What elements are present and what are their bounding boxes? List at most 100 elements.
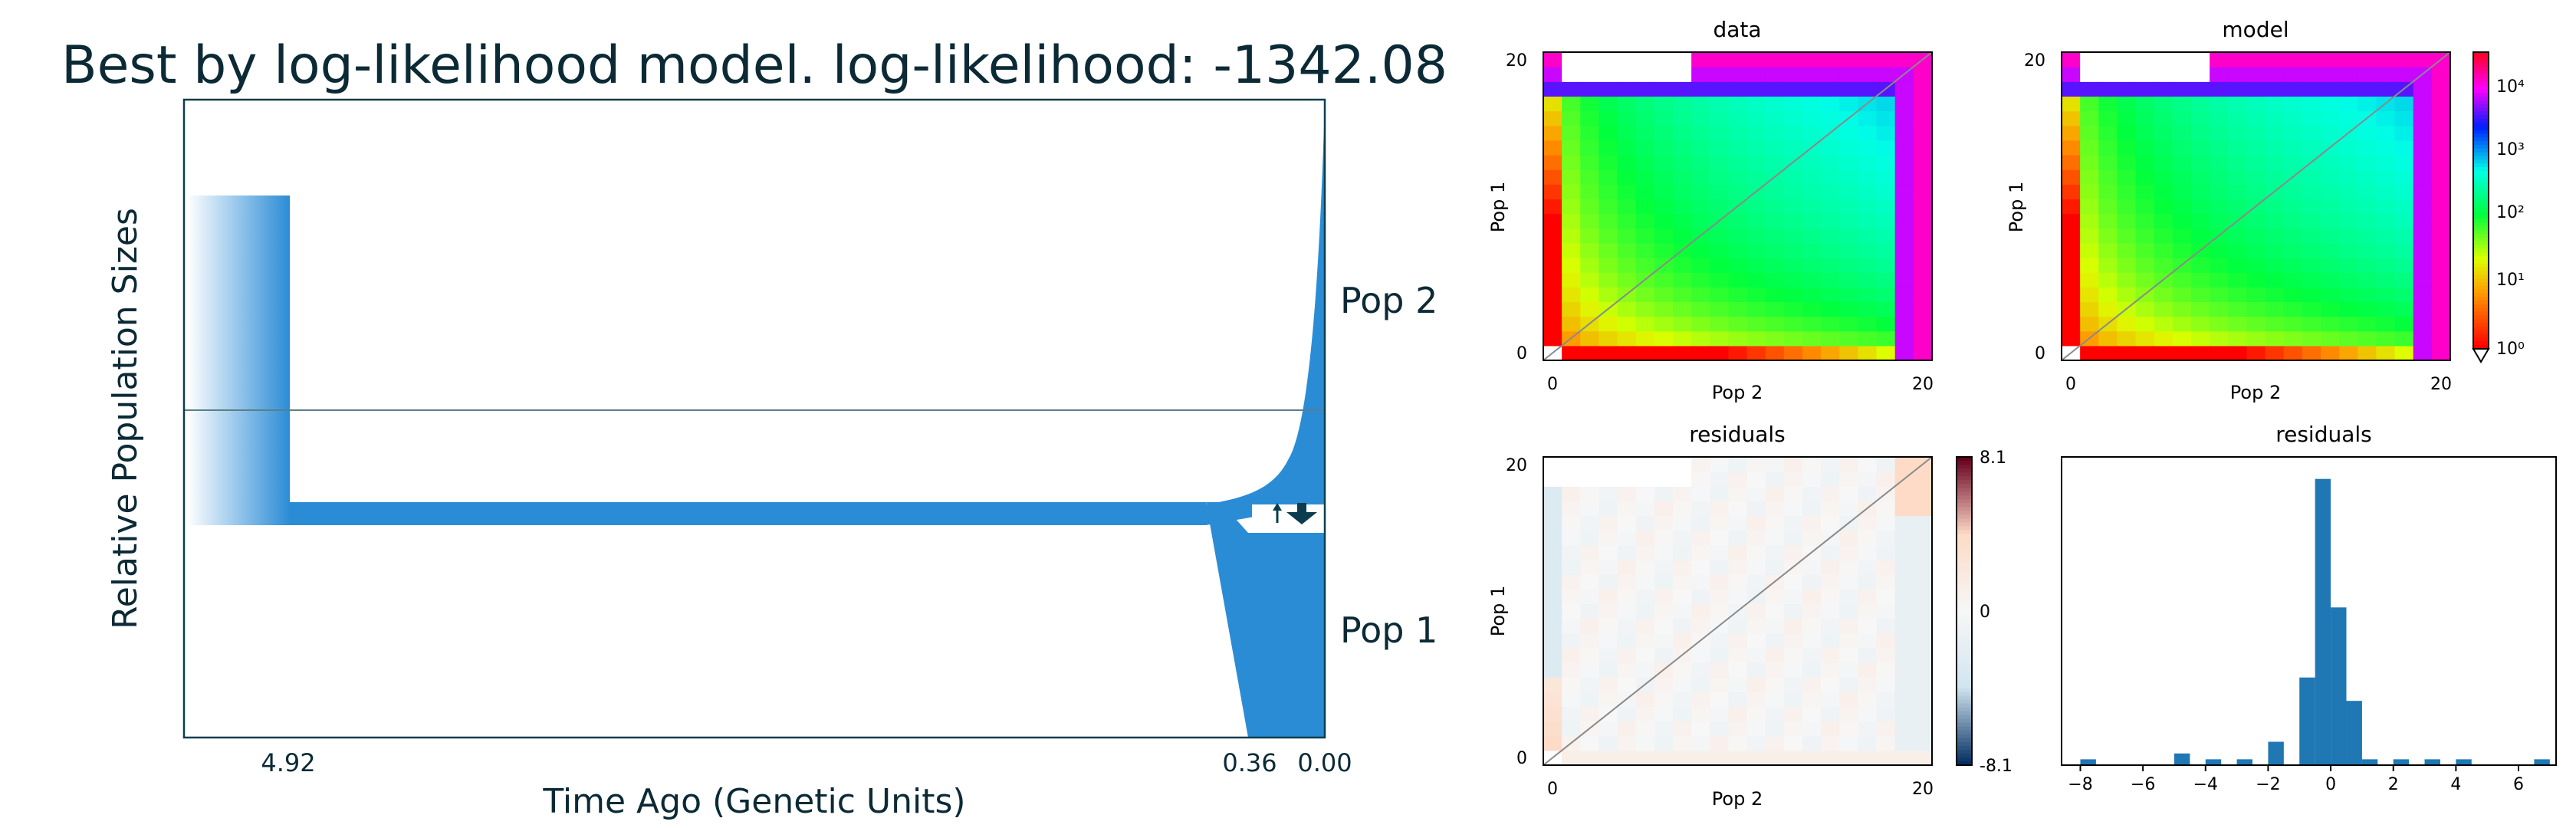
heatmap-cell bbox=[1783, 632, 1803, 649]
heatmap-cell bbox=[1710, 632, 1730, 649]
heatmap-cell bbox=[1635, 721, 1655, 737]
heatmap-cell bbox=[2154, 330, 2174, 347]
heatmap-cell bbox=[2358, 345, 2377, 361]
heatmap-cell bbox=[2376, 228, 2396, 244]
heatmap-cell bbox=[1728, 618, 1748, 634]
heatmap-cell bbox=[2191, 81, 2210, 97]
colorbar-step bbox=[2473, 278, 2489, 283]
heatmap-cell bbox=[1673, 662, 1692, 678]
heatmap-cell bbox=[2135, 140, 2155, 156]
heatmap-cell bbox=[2172, 316, 2192, 332]
heatmap-cell bbox=[2098, 81, 2118, 97]
heatmap-cell bbox=[2062, 52, 2081, 67]
heatmap-cell bbox=[1821, 184, 1840, 200]
colorbar-tick-label: 10² bbox=[2496, 203, 2525, 222]
heatmap-cell bbox=[1654, 184, 1674, 200]
heatmap-cell bbox=[1839, 67, 1859, 82]
heatmap-cell bbox=[1654, 228, 1674, 244]
heatmap-cell bbox=[1580, 574, 1600, 590]
heatmap-cell bbox=[1580, 457, 1600, 472]
heatmap-cell bbox=[1691, 677, 1710, 692]
colorbar-step bbox=[1957, 568, 1972, 573]
data-heatmap-panel: data Pop 1 Pop 2 20 0 0 20 bbox=[1487, 17, 1934, 403]
heatmap-cell bbox=[1858, 272, 1878, 288]
x-tick-label: 2 bbox=[2388, 775, 2399, 794]
heatmap-cell bbox=[1673, 125, 1692, 141]
heatmap-cell bbox=[1746, 81, 1766, 97]
heatmap-cell bbox=[1876, 184, 1896, 200]
heatmap-cell bbox=[1673, 316, 1692, 332]
heatmap-cell bbox=[1839, 647, 1859, 663]
pop1-label: Pop 1 bbox=[1340, 610, 1438, 651]
heatmap-cell bbox=[1617, 530, 1637, 546]
heatmap-cell bbox=[2135, 81, 2155, 97]
heatmap-cell bbox=[2413, 213, 2433, 229]
heatmap-cell bbox=[1821, 603, 1840, 619]
heatmap-cell bbox=[1598, 199, 1618, 215]
heatmap-cell bbox=[1913, 750, 1933, 766]
heatmap-cell bbox=[2413, 258, 2433, 273]
heatmap-cell bbox=[1617, 735, 1637, 751]
heatmap-cell bbox=[1728, 330, 1748, 347]
heatmap-cell bbox=[1691, 692, 1710, 708]
heatmap-cell bbox=[2431, 345, 2451, 361]
colorbar-step bbox=[2473, 178, 2489, 182]
heatmap-cell bbox=[1728, 155, 1748, 170]
heatmap-cell bbox=[2265, 345, 2285, 361]
colorbar-step bbox=[1957, 749, 1972, 754]
heatmap-cell bbox=[1876, 272, 1896, 288]
heatmap-cell bbox=[1580, 677, 1600, 692]
colorbar-step bbox=[2473, 130, 2489, 135]
heatmap-cell bbox=[2339, 67, 2358, 82]
heatmap-cell bbox=[1913, 530, 1933, 546]
heatmap-cell bbox=[1598, 457, 1618, 472]
heatmap-cell bbox=[1783, 457, 1803, 472]
heatmap-cell bbox=[1710, 457, 1730, 472]
heatmap-cell bbox=[1839, 125, 1859, 141]
heatmap-cell bbox=[2246, 52, 2266, 67]
heatmap-cell bbox=[1543, 169, 1562, 185]
heatmap-cell bbox=[1543, 530, 1562, 546]
heatmap-cell bbox=[1894, 301, 1914, 317]
heatmap-cell bbox=[1710, 140, 1730, 156]
heatmap-cell bbox=[2321, 125, 2340, 141]
heatmap-cell bbox=[1821, 544, 1840, 560]
heatmap-cell bbox=[1710, 603, 1730, 619]
colorbar-step bbox=[2473, 330, 2489, 335]
heatmap-cell bbox=[1746, 228, 1766, 244]
heatmap-cell bbox=[1783, 125, 1803, 141]
heatmap-cell bbox=[2154, 258, 2174, 273]
colorbar-step bbox=[2473, 174, 2489, 179]
heatmap-cell bbox=[2210, 301, 2229, 317]
heatmap-cell bbox=[1635, 603, 1655, 619]
heatmap-cell bbox=[1580, 81, 1600, 97]
heatmap-cell bbox=[1543, 647, 1562, 663]
heatmap-cell bbox=[1728, 169, 1748, 185]
heatmap-cell bbox=[1894, 184, 1914, 200]
heatmap-cell bbox=[1673, 199, 1692, 215]
heatmap-cell bbox=[1858, 52, 1878, 67]
heatmap-cell bbox=[2431, 242, 2451, 258]
colorbar-step bbox=[2473, 334, 2489, 339]
heatmap-cell bbox=[1691, 589, 1710, 605]
x-tick-label: −4 bbox=[2193, 775, 2218, 794]
heatmap-cell bbox=[2172, 52, 2192, 67]
heatmap-cell bbox=[2413, 169, 2433, 185]
colorbar-step bbox=[1957, 684, 1972, 689]
colorbar-step bbox=[2473, 315, 2489, 320]
heatmap-cell bbox=[2062, 316, 2081, 332]
heatmap-cell bbox=[1821, 169, 1840, 185]
colorbar-step bbox=[1957, 488, 1972, 492]
heatmap-cell bbox=[1654, 515, 1674, 531]
heatmap-cell bbox=[1673, 486, 1692, 502]
heatmap-cell bbox=[1728, 96, 1748, 112]
y-tick-label: 0 bbox=[1516, 344, 1527, 363]
colorbar-step bbox=[2473, 55, 2489, 61]
heatmap-cell bbox=[2135, 125, 2155, 141]
heatmap-cell bbox=[2265, 301, 2285, 317]
heatmap-cell bbox=[1858, 125, 1878, 141]
heatmap-cell bbox=[2339, 228, 2358, 244]
heatmap-cell bbox=[2394, 228, 2414, 244]
colorbar-step bbox=[2473, 159, 2489, 164]
heatmap-cell bbox=[1746, 632, 1766, 649]
